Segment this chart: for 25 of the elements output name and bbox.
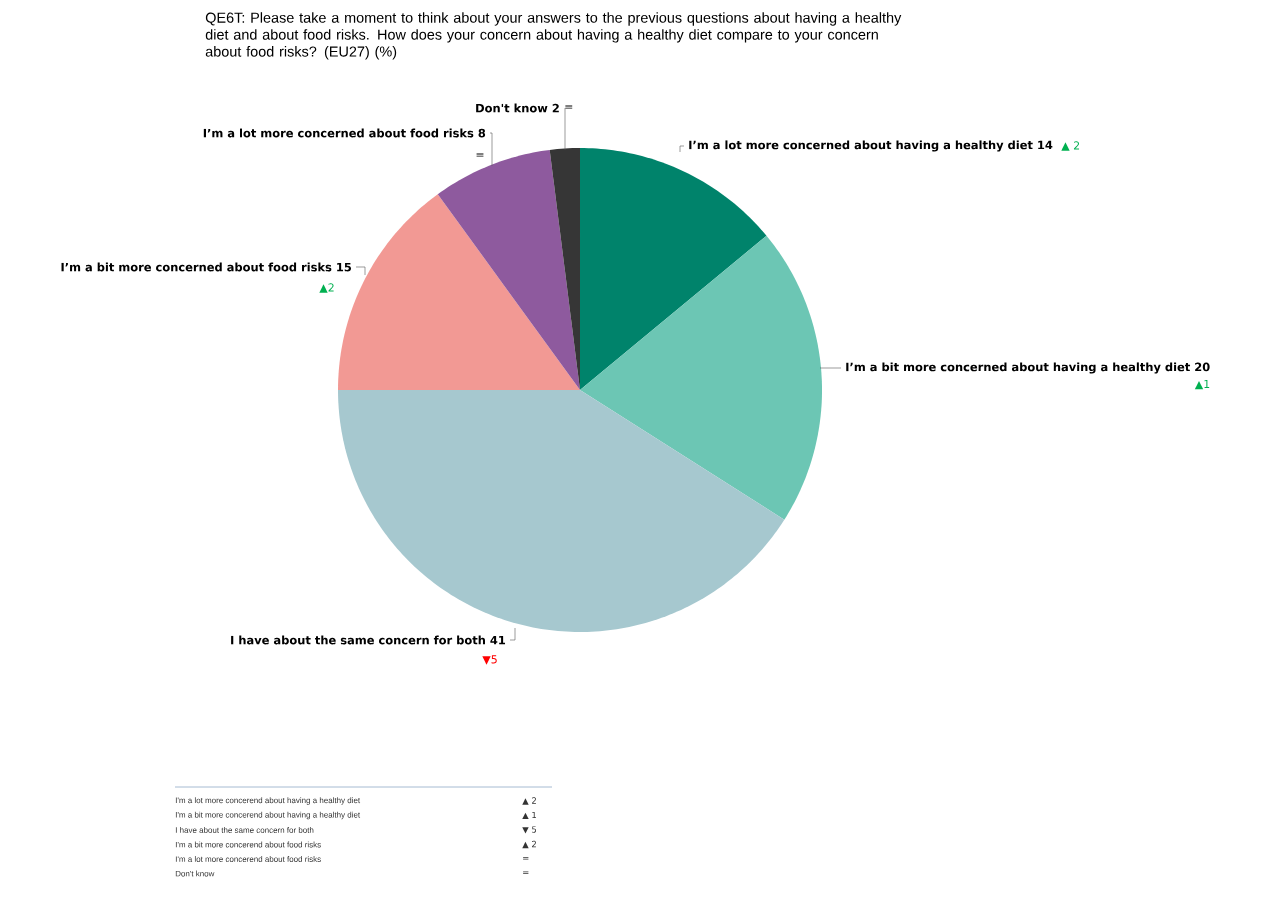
slice-label: I have about the same concern for both xyxy=(231,635,485,645)
text: ▲ 2 xyxy=(522,797,536,805)
slice-label: I’m a lot more concerned about food risks xyxy=(203,128,474,138)
slice-label: I’m a bit more concerned about having a healthy diet xyxy=(846,362,1191,374)
text: ▲1 xyxy=(1194,380,1210,390)
data-label: 20 xyxy=(1195,362,1210,372)
data-label: 15 xyxy=(337,262,351,272)
text: ▲2 xyxy=(319,283,334,293)
slice-label: Don't know xyxy=(476,103,548,113)
text: ▲ 2 xyxy=(1061,141,1080,151)
text: ▼5 xyxy=(482,655,497,665)
slice-label: I’m a bit more concerned about food risks xyxy=(61,262,332,272)
data-label: 8 xyxy=(478,128,486,138)
text: ▼ 5 xyxy=(522,826,537,834)
text: ▲ 1 xyxy=(522,811,537,820)
text: = xyxy=(565,105,573,109)
slice-label: I’m a lot more concerned about having a healthy diet xyxy=(689,140,1033,152)
text: = xyxy=(523,871,529,874)
text: ▲ 2 xyxy=(522,840,536,849)
data-label: 14 xyxy=(1038,140,1053,150)
chart-title: QE6T: Please take a moment to think about your answers to the previous questions about having a healthy diet and about food risks. How does your concern about having a healthy diet compare to your concern about food risks? (EU27) (%) xyxy=(205,12,902,60)
data-label: 41 xyxy=(490,635,506,645)
text: = xyxy=(523,857,529,860)
text: = xyxy=(476,153,484,157)
data-label: 2 xyxy=(552,103,559,113)
